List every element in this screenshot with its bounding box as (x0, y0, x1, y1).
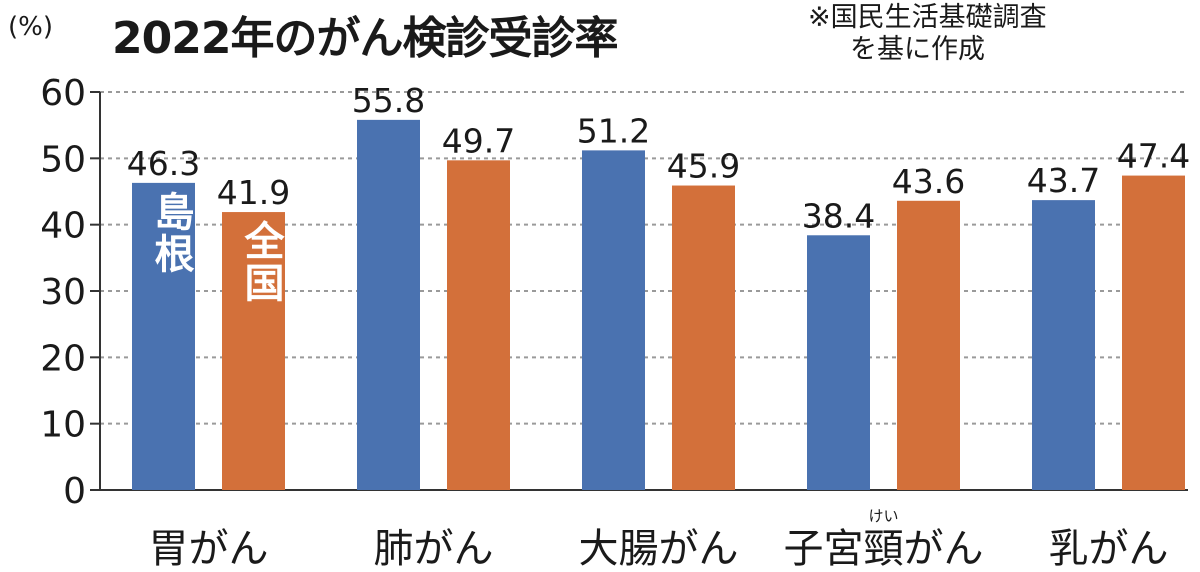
bar-zenkoku (1122, 175, 1185, 490)
data-label: 43.7 (1027, 161, 1100, 200)
chart-title: 2022年のがん検診受診率 (112, 13, 618, 64)
data-label: 38.4 (802, 196, 875, 235)
bar-shimane (1032, 200, 1095, 490)
legend-label-shimane: 島根 (147, 190, 194, 275)
x-tick-label: 乳がん (1049, 526, 1169, 572)
data-label: 47.4 (1117, 137, 1190, 176)
y-tick-label: 40 (40, 206, 86, 247)
source-note-line2: を基に作成 (850, 34, 985, 65)
data-label: 46.3 (127, 144, 200, 183)
bar-zenkoku (897, 200, 960, 490)
y-tick-label: 50 (40, 139, 86, 180)
bar-shimane (582, 150, 645, 490)
bar-shimane (807, 235, 870, 490)
data-label: 55.8 (352, 81, 425, 120)
bar-zenkoku (672, 185, 735, 490)
y-tick-label: 20 (40, 338, 86, 379)
y-axis-unit: (%) (8, 12, 53, 42)
x-tick-label: 子宮頸がん (784, 526, 984, 572)
y-tick-label: 0 (63, 471, 86, 512)
data-label: 51.2 (577, 111, 650, 150)
y-tick-label: 60 (40, 73, 86, 114)
y-tick-label: 10 (40, 405, 86, 446)
data-label: 49.7 (442, 121, 515, 160)
data-label: 43.6 (892, 162, 965, 201)
bar-zenkoku (447, 160, 510, 490)
data-label: 45.9 (667, 147, 740, 186)
bar-zenkoku (222, 212, 285, 490)
source-note: ※国民生活基礎調査 を基に作成 (808, 2, 1047, 66)
source-note-line1: ※国民生活基礎調査 (808, 2, 1047, 33)
bar-shimane (357, 119, 420, 491)
legend-label-zenkoku: 全国 (237, 220, 284, 305)
x-tick-label: 胃がん (149, 526, 269, 572)
furigana: けい (868, 507, 898, 525)
y-tick-label: 30 (40, 272, 86, 313)
x-tick-label: 肺がん (374, 526, 494, 572)
bar-shimane (132, 182, 195, 491)
x-tick-label: 大腸がん (579, 526, 739, 572)
data-label: 41.9 (217, 173, 290, 212)
